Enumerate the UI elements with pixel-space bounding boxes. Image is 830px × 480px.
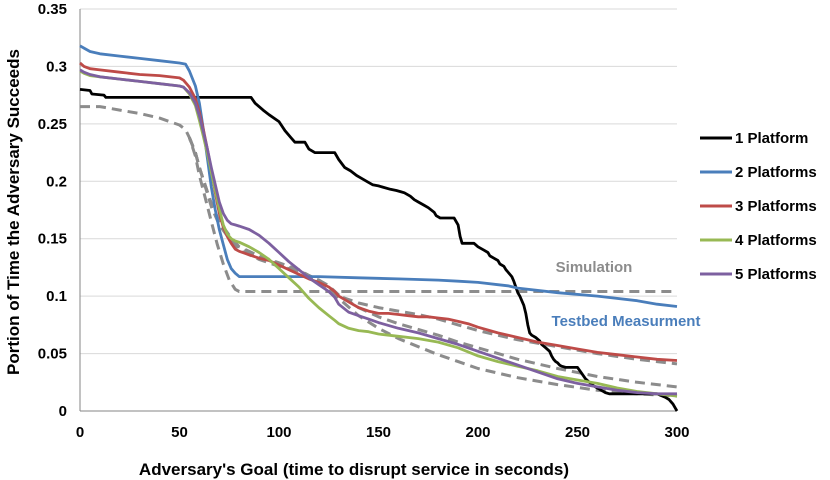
series-line-simulation: [188, 137, 678, 366]
x-axis-title: Adversary's Goal (time to disrupt servic…: [139, 460, 569, 479]
y-tick-label: 0.25: [38, 116, 67, 133]
legend-label-2-platforms: 2 Platforms: [735, 164, 817, 181]
y-tick-label: 0.35: [38, 1, 67, 18]
y-tick-label: 0.3: [46, 58, 67, 75]
y-tick-label: 0.1: [46, 288, 67, 305]
x-tick-label: 100: [266, 424, 291, 441]
series-line-1-platform: [79, 88, 679, 412]
x-tick-label: 150: [366, 424, 391, 441]
series-line-simulation: [80, 105, 677, 293]
x-tick-label: 300: [664, 424, 689, 441]
y-tick-label: 0.05: [38, 346, 67, 363]
simulation-annotation: Simulation: [556, 259, 633, 276]
y-tick-label: 0: [59, 403, 67, 420]
y-axis-title: Portion of Time the Adversary Succeeds: [4, 49, 23, 375]
y-tick-label: 0.2: [46, 173, 67, 190]
testbed-measurement-annotation: Testbed Measurment: [552, 313, 701, 330]
x-tick-label: 0: [76, 424, 84, 441]
legend-label-1-platform: 1 Platform: [735, 130, 808, 147]
x-tick-label: 50: [171, 424, 188, 441]
series-layer: [79, 44, 679, 412]
x-tick-label: 200: [465, 424, 490, 441]
series-line-2-platforms: [79, 44, 678, 308]
axes: [79, 9, 677, 412]
legend-label-5-platforms: 5 Platforms: [735, 266, 817, 283]
tick-labels: 0 50 100 150 200 250 300 0 0.05 0.1 0.15 0.2 0.25 0.3…: [38, 1, 690, 441]
legend-label-3-platforms: 3 Platforms: [735, 198, 817, 215]
legend: 1 Platform 2 Platforms 3 Platforms 4 Platfo…: [700, 130, 817, 283]
y-tick-label: 0.15: [38, 231, 67, 248]
x-tick-label: 250: [565, 424, 590, 441]
series-line-5-platforms: [79, 68, 677, 396]
gridlines: [80, 8, 677, 355]
series-line-simulation: [188, 137, 678, 398]
legend-label-4-platforms: 4 Platforms: [735, 232, 817, 249]
